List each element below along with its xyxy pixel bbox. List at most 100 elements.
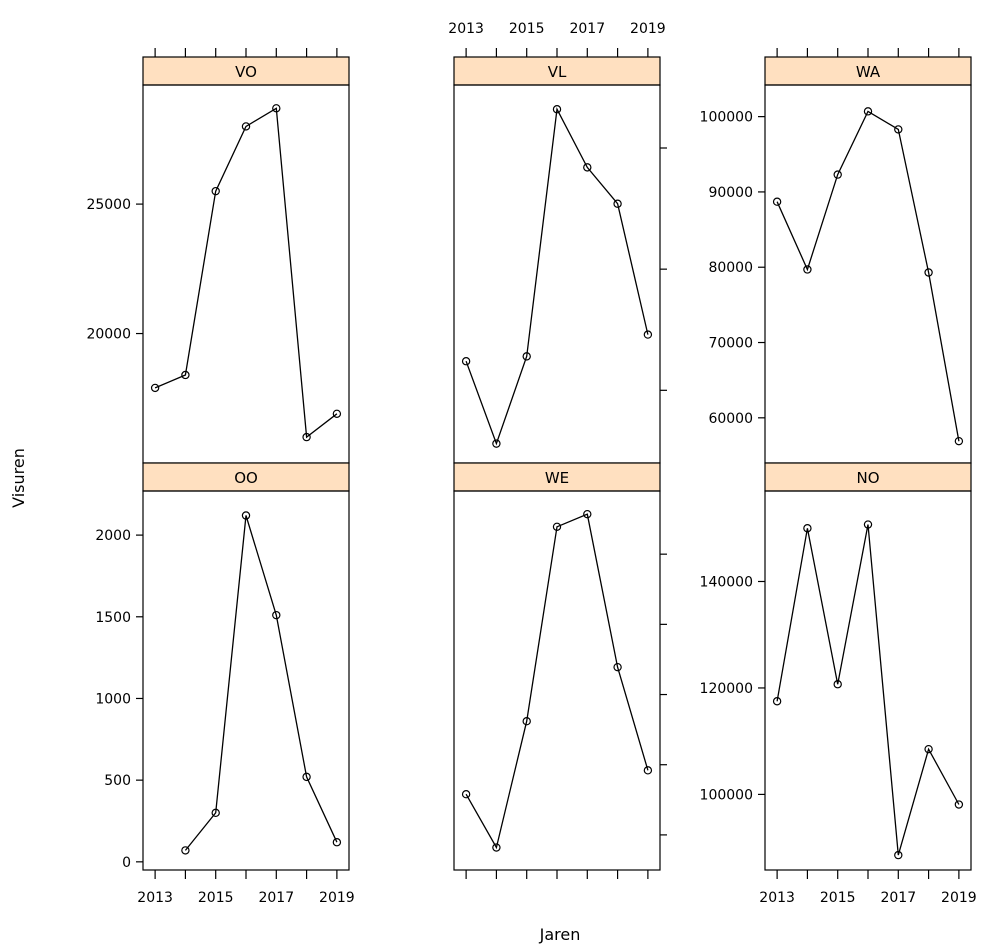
data-point — [803, 524, 812, 533]
data-point — [583, 163, 592, 172]
data-point — [211, 186, 220, 196]
data-point — [613, 662, 622, 672]
series-line — [154, 107, 338, 439]
x-tick-label: 2017 — [258, 890, 294, 906]
panel-wa: WA 60000 70000 80000 90000 100000 — [700, 48, 972, 464]
strip — [142, 462, 350, 492]
data-point — [924, 744, 933, 754]
strip — [142, 56, 350, 86]
x-axis-title: Jaren — [539, 925, 581, 944]
x-tick-label: 2017 — [569, 21, 605, 37]
x-tick-label: 2019 — [941, 890, 977, 906]
y-tick-label: 500 — [104, 773, 131, 789]
strip-label: VL — [548, 63, 567, 81]
y-tick-label: 1000 — [95, 691, 131, 707]
y-tick-label: 60000 — [708, 411, 753, 427]
x-tick-label: 2015 — [509, 21, 545, 37]
data-point — [924, 268, 933, 277]
data-point — [272, 104, 281, 113]
y-tick-label: 140000 — [700, 574, 753, 590]
data-point — [863, 520, 873, 529]
data-point — [643, 766, 653, 775]
data-point — [332, 838, 342, 847]
panel-we: WE — [453, 462, 667, 879]
data-point — [522, 352, 531, 361]
y-tick-label: 25000 — [86, 197, 131, 213]
data-point — [552, 522, 562, 531]
series-line — [776, 524, 960, 856]
data-point — [583, 509, 592, 519]
data-point — [492, 843, 501, 852]
data-point — [302, 772, 311, 782]
data-point — [492, 439, 501, 448]
plot-frame — [764, 490, 972, 871]
panel-vl: VL 2013 2015 2017 2019 — [448, 21, 667, 464]
series-line — [776, 110, 960, 442]
data-point — [522, 717, 531, 726]
data-point — [241, 511, 251, 520]
strip-label: VO — [235, 63, 257, 81]
data-point — [772, 697, 782, 706]
series-line — [465, 513, 649, 850]
data-point — [241, 122, 251, 131]
data-point — [181, 370, 190, 380]
data-point — [833, 680, 842, 689]
y-axis-title: Visuren — [9, 448, 28, 508]
y-tick-label: 90000 — [708, 185, 753, 201]
data-point — [894, 125, 903, 134]
data-point — [643, 330, 653, 339]
data-point — [552, 105, 562, 114]
y-tick-label: 70000 — [708, 336, 753, 352]
data-point — [461, 357, 471, 366]
x-tick-label: 2013 — [137, 890, 173, 906]
strip — [453, 462, 661, 492]
data-point — [954, 800, 964, 809]
data-point — [954, 436, 964, 446]
y-tick-label: 100000 — [700, 787, 753, 803]
x-tick-label: 2013 — [759, 890, 795, 906]
data-point — [863, 107, 873, 116]
x-tick-label: 2013 — [448, 21, 484, 37]
data-point — [150, 383, 160, 393]
y-tick-label: 20000 — [86, 327, 131, 343]
data-point — [613, 199, 622, 208]
panel-oo: OO 0 500 1000 1500 2000 2013 2015 2017 2019 — [95, 462, 355, 906]
data-point — [894, 850, 903, 860]
strip-label: WA — [856, 63, 881, 81]
y-tick-label: 100000 — [700, 110, 753, 126]
plot-frame — [142, 84, 350, 464]
plot-frame — [453, 490, 661, 871]
x-tick-label: 2015 — [198, 890, 234, 906]
strip — [453, 56, 661, 86]
data-point — [803, 265, 812, 274]
strip-label: NO — [856, 469, 879, 487]
plot-frame — [453, 84, 661, 464]
data-point — [272, 610, 281, 620]
series-line — [465, 107, 649, 446]
plot-frame — [764, 84, 972, 464]
y-tick-label: 120000 — [700, 681, 753, 697]
data-point — [833, 170, 842, 179]
x-tick-label: 2015 — [820, 890, 856, 906]
y-tick-label: 2000 — [95, 528, 131, 544]
data-point — [772, 197, 782, 206]
plot-frame — [142, 490, 350, 871]
strip-label: OO — [234, 469, 258, 487]
data-point — [211, 808, 220, 818]
data-point — [302, 432, 311, 442]
x-tick-label: 2017 — [880, 890, 916, 906]
x-tick-label: 2019 — [630, 21, 666, 37]
data-point — [332, 409, 342, 419]
x-tick-label: 2019 — [319, 890, 355, 906]
series-line — [184, 515, 338, 851]
y-tick-label: 1500 — [95, 610, 131, 626]
y-tick-label: 0 — [122, 855, 131, 871]
y-tick-label: 80000 — [708, 260, 753, 276]
panel-vo: VO 20000 25000 — [86, 48, 350, 464]
data-point — [461, 790, 471, 799]
panel-no: NO 100000 120000 140000 2013 2015 2017 2019 — [700, 462, 977, 906]
strip-label: WE — [545, 469, 569, 487]
data-point — [181, 846, 190, 855]
